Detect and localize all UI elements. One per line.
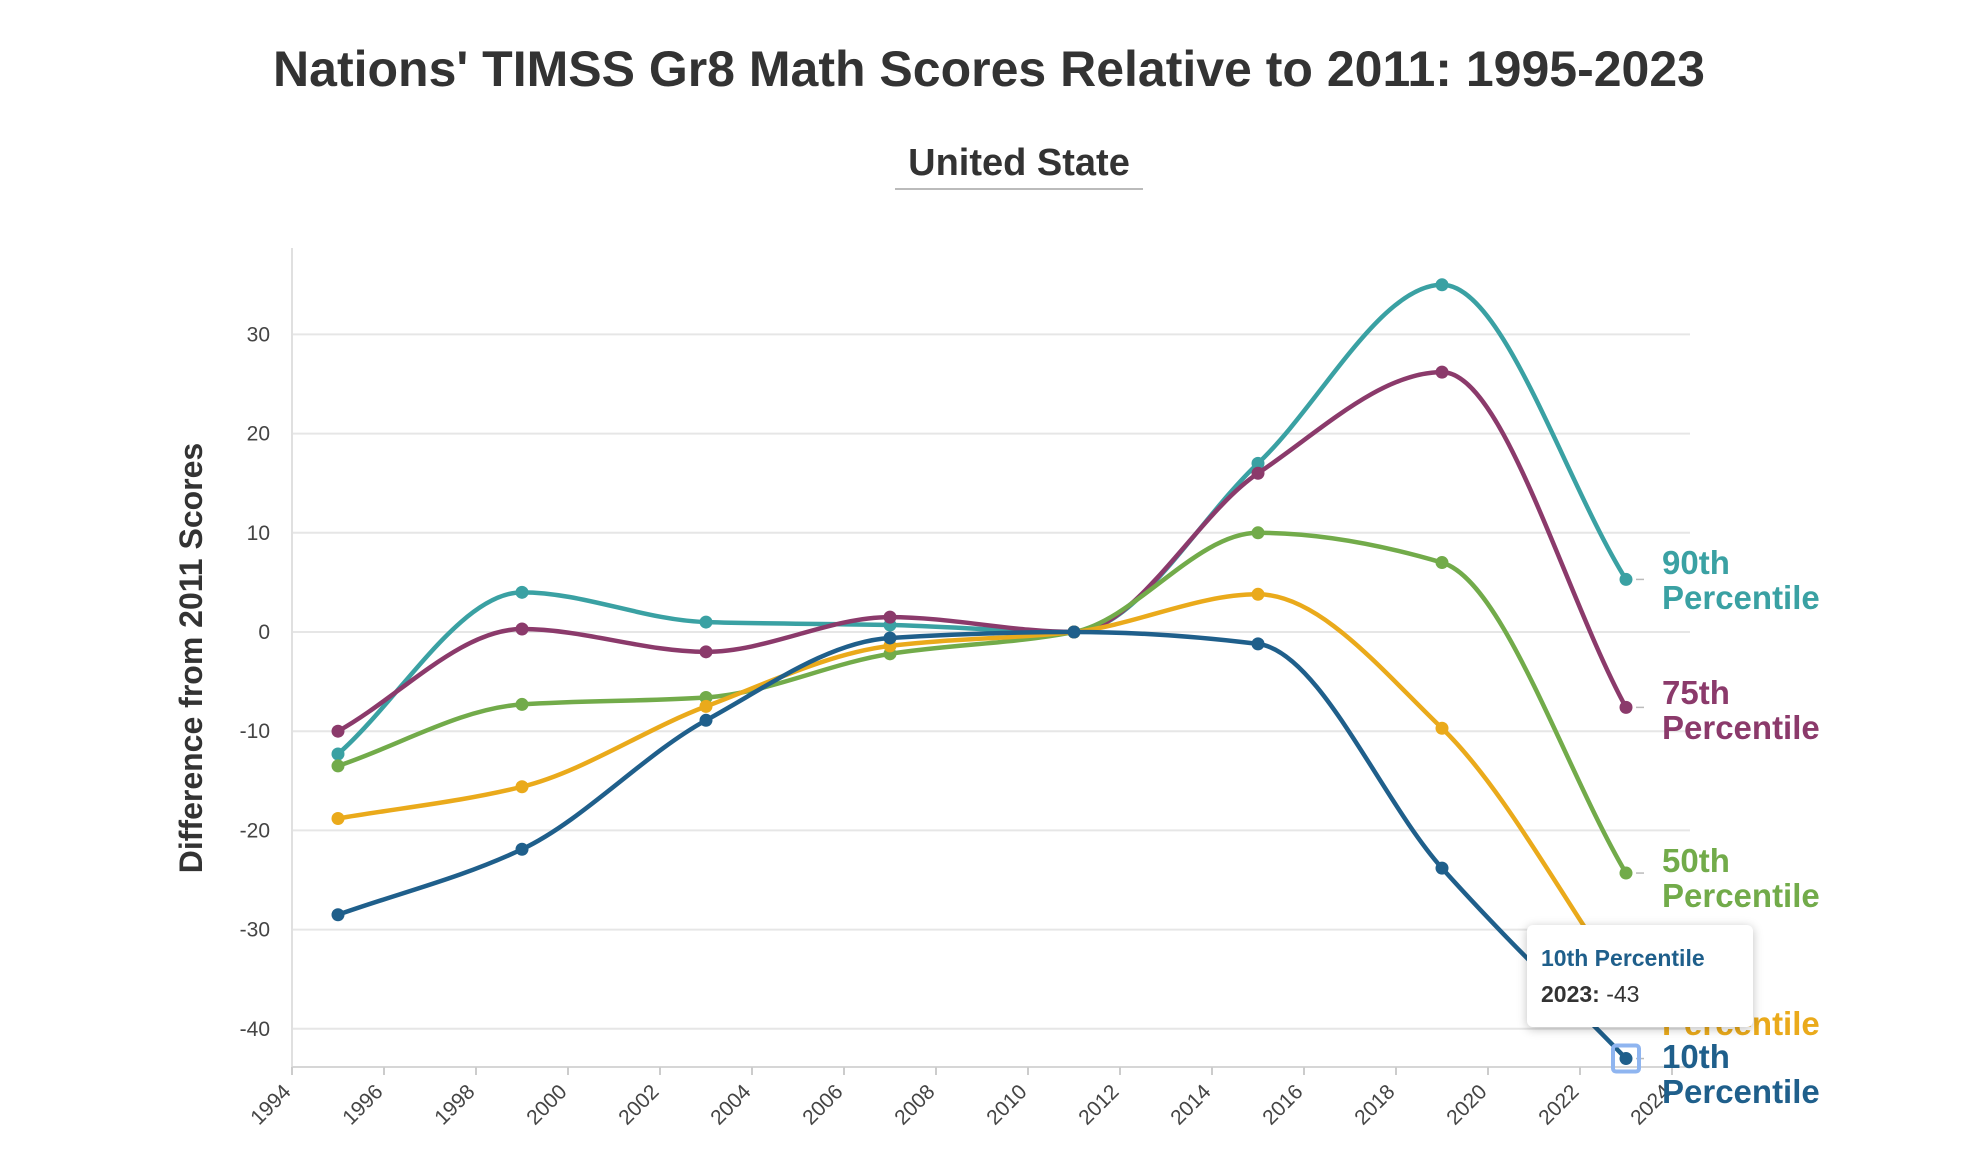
- data-point: [515, 697, 529, 711]
- data-point: [331, 811, 345, 825]
- series-labels: 90thPercentile75thPercentile50thPercenti…: [1636, 544, 1820, 1110]
- series-label-line2: Percentile: [1662, 877, 1820, 914]
- hover-marker: [1611, 1043, 1641, 1074]
- data-point: [699, 645, 713, 659]
- y-tick-label: 30: [247, 323, 270, 346]
- series-50th-percentile: [331, 526, 1633, 880]
- hover-highlight: [1611, 1043, 1641, 1074]
- data-point: [331, 759, 345, 773]
- data-point: [1251, 587, 1265, 601]
- x-tick-label: 2006: [798, 1080, 847, 1129]
- x-tick-label: 2012: [1074, 1080, 1123, 1129]
- data-point: [1619, 1052, 1633, 1066]
- x-tick-label: 2016: [1258, 1080, 1307, 1129]
- x-tick-label: 2020: [1442, 1080, 1491, 1129]
- x-tick-label: 1996: [338, 1080, 387, 1129]
- series-label-line1: 50th: [1662, 842, 1730, 879]
- data-point: [515, 622, 529, 636]
- data-point: [699, 690, 713, 704]
- data-point: [699, 615, 713, 629]
- data-point: [699, 699, 713, 713]
- data-point: [1619, 866, 1633, 880]
- country-selector-value: United State: [908, 142, 1130, 184]
- country-selector[interactable]: United State: [895, 138, 1143, 190]
- data-tooltip: 10th Percentile 2023: -43: [1527, 925, 1753, 1027]
- series-label-line2: Percentile: [1662, 579, 1820, 616]
- series-label-line1: 10th: [1662, 1038, 1730, 1075]
- series-line: [335, 629, 1629, 1061]
- x-tick-label: 2004: [706, 1080, 756, 1130]
- data-point: [1435, 861, 1449, 875]
- data-point: [883, 610, 897, 624]
- series-label-line1: 90th: [1662, 544, 1730, 581]
- tooltip-value-line: 2023: -43: [1541, 981, 1639, 1008]
- data-point: [1251, 637, 1265, 651]
- data-point: [1619, 700, 1633, 714]
- x-tick-label: 2008: [890, 1080, 939, 1129]
- x-tick-label: 2010: [982, 1080, 1031, 1129]
- data-point: [515, 585, 529, 599]
- data-point: [331, 908, 345, 922]
- series-25th-percentile: [331, 587, 1633, 996]
- y-axis-title: Difference from 2011 Scores: [173, 443, 209, 873]
- data-point: [1435, 721, 1449, 735]
- x-tick-label: 1994: [246, 1080, 296, 1130]
- y-tick-label: -30: [240, 919, 270, 942]
- x-tick-label: 2014: [1166, 1080, 1216, 1130]
- series-line: [335, 530, 1629, 876]
- data-point: [1251, 526, 1265, 540]
- data-point: [883, 631, 897, 645]
- data-point: [1619, 572, 1633, 586]
- chart-title: Nations' TIMSS Gr8 Math Scores Relative …: [273, 41, 1705, 97]
- x-tick-label: 2002: [614, 1080, 663, 1129]
- data-point: [1251, 466, 1265, 480]
- data-point: [1435, 365, 1449, 379]
- data-point: [699, 713, 713, 727]
- data-point: [331, 724, 345, 738]
- gridlines: [292, 333, 1690, 1030]
- x-tick-label: 1998: [430, 1080, 479, 1129]
- data-point: [1435, 278, 1449, 292]
- series-line: [335, 282, 1629, 757]
- data-point: [515, 780, 529, 794]
- series-group: [331, 278, 1633, 1066]
- series-75th-percentile: [331, 365, 1633, 738]
- series-label-line1: 75th: [1662, 674, 1730, 711]
- x-tick-label: 2000: [522, 1080, 571, 1129]
- y-tick-label: -10: [240, 720, 270, 743]
- data-point: [1435, 556, 1449, 570]
- series-label-line2: Percentile: [1662, 1073, 1820, 1110]
- y-tick-label: -40: [240, 1018, 270, 1041]
- series-line: [335, 369, 1629, 734]
- series-label-line2: Percentile: [1662, 709, 1820, 746]
- y-tick-label: 10: [247, 522, 270, 545]
- data-point: [331, 747, 345, 761]
- tooltip-value: -43: [1606, 981, 1640, 1007]
- data-point: [1067, 625, 1081, 639]
- tooltip-series: 10th Percentile: [1541, 945, 1705, 971]
- series-10th-percentile: [331, 625, 1633, 1066]
- y-tick-label: 20: [247, 423, 270, 446]
- x-tick-label: 2018: [1350, 1080, 1399, 1129]
- data-point: [1251, 456, 1265, 470]
- series-90th-percentile: [331, 278, 1633, 761]
- y-tick-label: -20: [240, 819, 270, 842]
- tooltip-year: 2023:: [1541, 981, 1600, 1007]
- y-tick-label: 0: [258, 621, 270, 644]
- x-tick-label: 2022: [1534, 1080, 1583, 1129]
- data-point: [515, 842, 529, 856]
